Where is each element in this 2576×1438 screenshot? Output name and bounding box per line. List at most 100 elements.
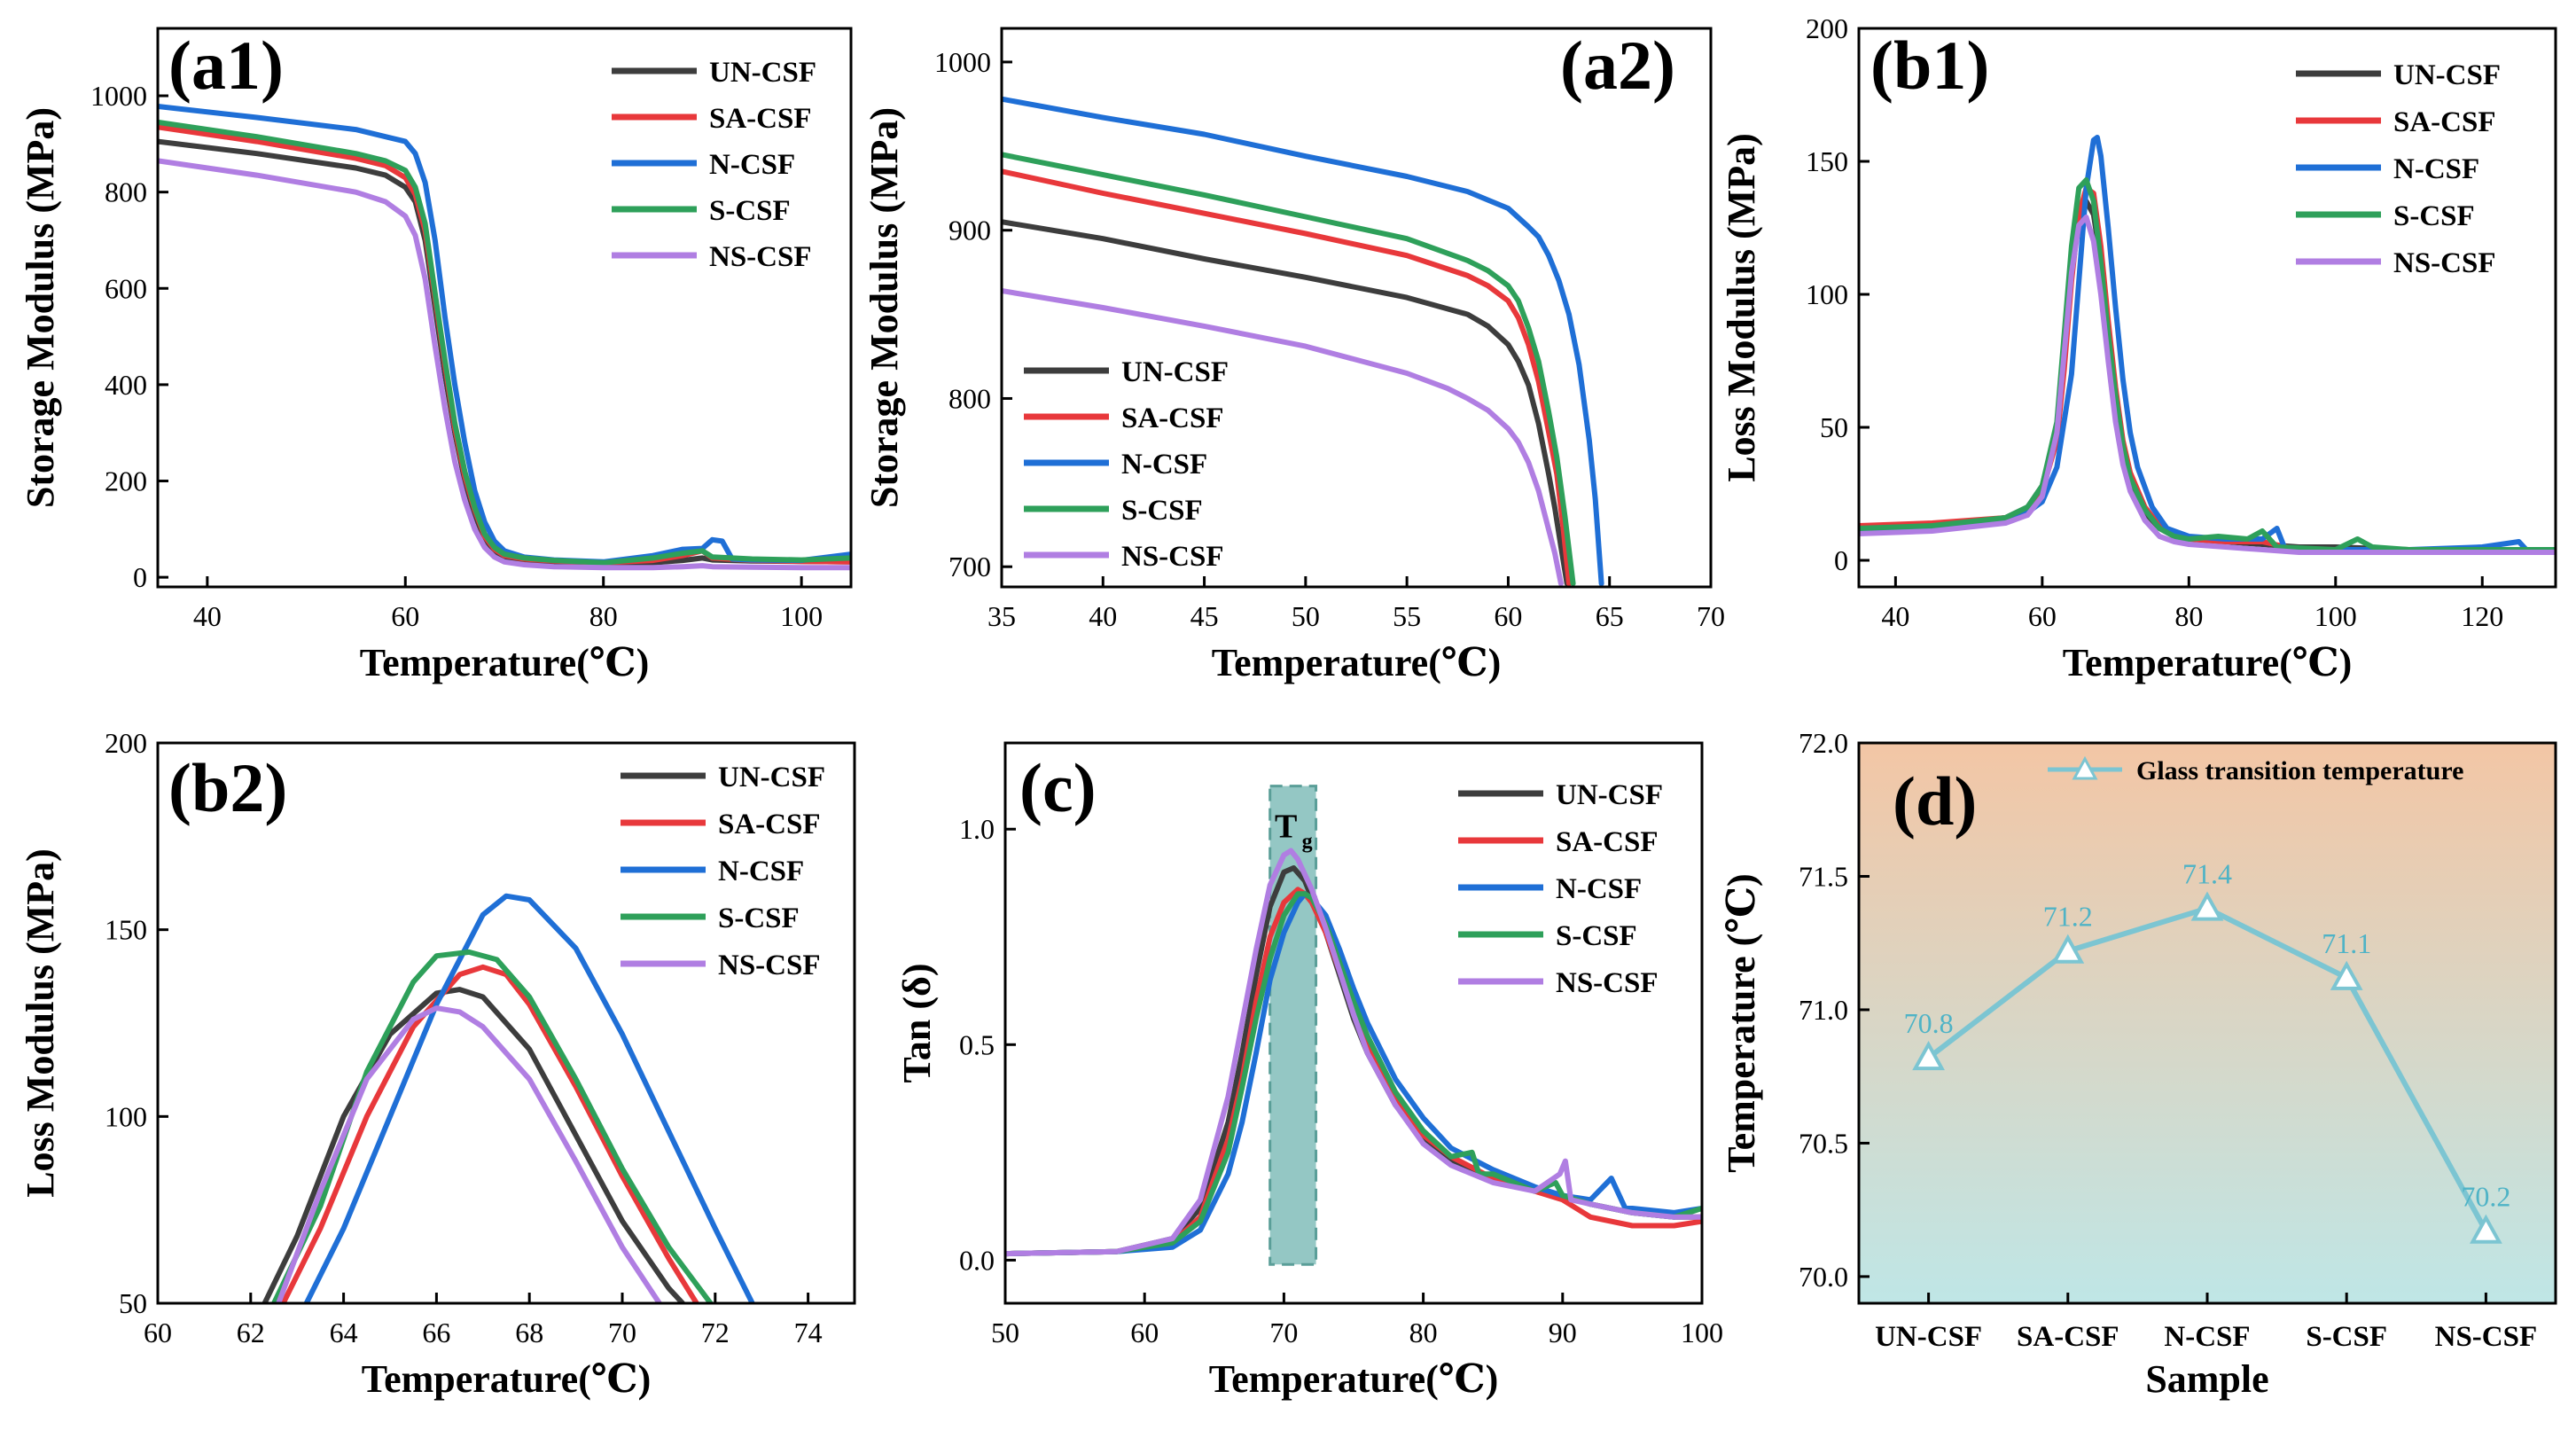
x-tick-label: 66	[422, 1317, 450, 1348]
series-line-ns-csf	[1859, 215, 2556, 555]
x-axis-label: Temperature(℃)	[1209, 1357, 1498, 1401]
x-tick-label: 50	[991, 1317, 1019, 1348]
legend-label: N-CSF	[1556, 873, 1642, 905]
series-line-s-csf	[1859, 177, 2556, 552]
x-tick-label: 50	[1292, 600, 1320, 632]
x-tick-label: 68	[515, 1317, 543, 1348]
series-group	[158, 104, 851, 571]
series-line-ns-csf	[1002, 288, 1564, 587]
legend-label: N-CSF	[2393, 153, 2479, 185]
legend-label: UN-CSF	[2393, 59, 2501, 91]
legend-label: S-CSF	[709, 195, 791, 227]
y-tick-label: 200	[1806, 12, 1848, 44]
y-tick-label: 71.5	[1799, 860, 1848, 892]
series-group	[1002, 96, 1604, 587]
legend-label: NS-CSF	[1556, 967, 1659, 999]
series-line-sa-csf	[158, 124, 851, 566]
x-tick-label: 64	[330, 1317, 358, 1348]
legend-label: SA-CSF	[2393, 106, 2496, 138]
y-tick-label: 800	[105, 176, 147, 208]
y-tick-label: 150	[105, 914, 147, 946]
plot-frame	[1000, 27, 1713, 589]
x-category-label: UN-CSF	[1875, 1321, 1982, 1353]
x-tick-label: 60	[144, 1317, 172, 1348]
y-tick-label: 70.0	[1799, 1261, 1848, 1293]
y-tick-label: 0.5	[959, 1028, 995, 1060]
y-axis-label: Tan (δ)	[895, 964, 939, 1083]
data-value-label: 71.1	[2322, 927, 2371, 959]
panel-label: (b1)	[1870, 27, 1989, 104]
y-tick-label: 600	[105, 272, 147, 304]
x-axis-label: Temperature(℃)	[362, 1357, 651, 1401]
x-tick-label: 70	[1269, 1317, 1298, 1348]
x-tick-label: 65	[1596, 600, 1624, 632]
panel-label: (a1)	[168, 27, 284, 104]
tg-band	[1268, 785, 1318, 1266]
panel-label: (d)	[1893, 762, 1977, 840]
x-tick-label: 74	[794, 1317, 823, 1348]
x-tick-label: 70	[608, 1317, 636, 1348]
x-tick-label: 60	[1130, 1317, 1159, 1348]
panel-label: (c)	[1019, 749, 1097, 826]
y-axis-label: Loss Modulus (MPa)	[19, 848, 62, 1198]
x-tick-label: 80	[1409, 1317, 1438, 1348]
x-tick-label: 40	[193, 600, 222, 632]
y-tick-label: 0	[133, 561, 147, 593]
plot-frame	[1857, 27, 2557, 589]
legend-label: UN-CSF	[718, 762, 825, 793]
x-category-label: S-CSF	[2306, 1321, 2387, 1353]
series-line-sa-csf	[1002, 168, 1572, 587]
plot-frame	[156, 741, 856, 1305]
y-axis-label: Storage Modulus (MPa)	[19, 107, 62, 508]
series-line-un-csf	[262, 987, 686, 1303]
x-tick-label: 60	[391, 600, 419, 632]
y-tick-label: 400	[105, 369, 147, 401]
legend-label: Glass transition temperature	[2136, 756, 2463, 785]
series-line-n-csf	[158, 104, 851, 565]
y-tick-label: 1.0	[959, 813, 995, 845]
series-line-s-csf	[158, 119, 851, 566]
series-group	[262, 893, 755, 1303]
x-tick-label: 60	[1494, 600, 1522, 632]
data-point-marker	[1912, 1041, 1945, 1071]
legend-label: NS-CSF	[2393, 247, 2496, 279]
y-tick-label: 150	[1806, 145, 1848, 177]
x-tick-label: 35	[987, 600, 1016, 632]
panel-label: (b2)	[168, 749, 287, 826]
legend-label: NS-CSF	[709, 241, 812, 273]
legend-label: N-CSF	[718, 856, 804, 887]
legend-label: UN-CSF	[1121, 356, 1229, 388]
y-tick-label: 100	[1806, 278, 1848, 310]
legend-label: SA-CSF	[718, 809, 821, 840]
y-tick-label: 800	[948, 382, 991, 414]
y-tick-label: 50	[119, 1287, 147, 1319]
data-value-label: 71.4	[2182, 858, 2232, 890]
data-value-label: 71.2	[2043, 901, 2093, 933]
y-tick-label: 700	[948, 551, 991, 582]
plot-frame	[156, 27, 853, 589]
panel-a1: 0 200 400 600 800 1000 Storage Modulus (MPa) Te…	[19, 27, 853, 684]
panel-d: 70.0 70.5 71.0 71.5 72.0 Temperature (℃) Sampl…	[1720, 727, 2557, 1401]
series-line-n-csf	[1002, 96, 1604, 587]
y-tick-label: 1000	[934, 46, 991, 78]
legend-label: UN-CSF	[1556, 779, 1663, 811]
plot-frame	[1003, 741, 1704, 1305]
x-tick-label: 100	[1681, 1317, 1723, 1348]
series-line-sa-csf	[1859, 185, 2556, 552]
series-group	[1859, 135, 2556, 555]
series-line-ns-csf	[276, 1005, 662, 1303]
x-tick-label: 90	[1549, 1317, 1577, 1348]
x-tick-label: 62	[237, 1317, 265, 1348]
tg-annotation-subscript: g	[1302, 831, 1313, 854]
legend-label: NS-CSF	[1121, 541, 1224, 573]
legend-label: NS-CSF	[718, 950, 821, 981]
x-axis-label: Temperature(℃)	[2063, 641, 2352, 684]
x-tick-label: 55	[1393, 600, 1421, 632]
data-point-marker	[2330, 960, 2363, 990]
legend-label: S-CSF	[718, 903, 800, 934]
legend-label: SA-CSF	[709, 103, 812, 135]
panel-b1: 0 50 100 150 200 Loss Modulus (MPa) Temperatur…	[1720, 12, 2557, 684]
y-tick-label: 100	[105, 1100, 147, 1132]
